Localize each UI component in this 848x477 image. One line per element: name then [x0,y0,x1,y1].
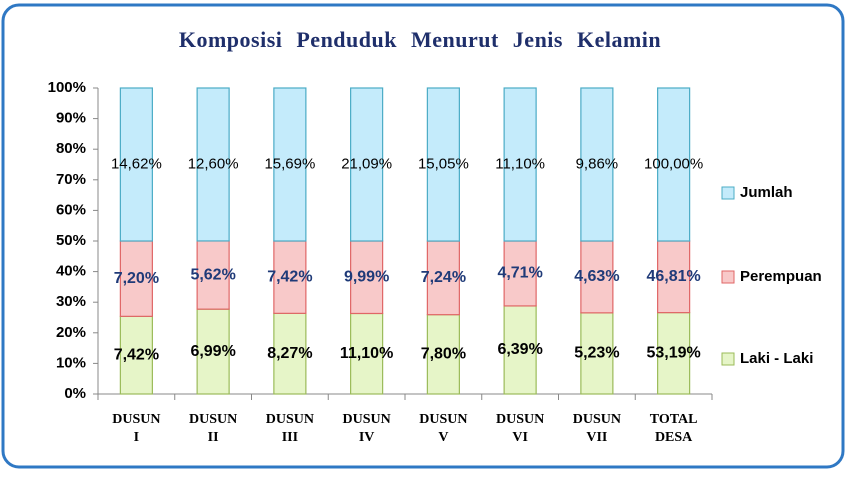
data-label: 5,23% [574,345,619,362]
y-tick-label: 40% [56,263,86,280]
bar-segment [350,87,384,242]
x-tick-label: DUSUN VI [496,412,544,445]
legend-label: Jumlah [740,184,793,201]
data-label: 9,99% [344,268,389,285]
y-tick-label: 100% [48,79,86,96]
x-tick-label: DUSUN V [419,412,467,445]
data-label: 15,05% [418,155,469,172]
x-tick-label: DUSUN III [266,412,314,445]
x-tick-label: DUSUN II [189,412,237,445]
bar-segment [196,240,230,310]
legend-swatch [721,352,735,366]
bar-segment [657,87,691,242]
data-label: 6,39% [497,341,542,358]
data-label: 7,42% [267,268,312,285]
x-tick-label: TOTAL DESA [650,412,698,445]
y-tick-label: 80% [56,140,86,157]
legend-swatch [721,186,735,200]
data-label: 5,62% [190,266,235,283]
bar-segment [426,314,460,395]
bar-segment [580,240,614,314]
x-tick-label: DUSUN I [112,412,160,445]
bar-segment [273,87,307,242]
data-label: 7,24% [421,269,466,286]
data-label: 4,63% [574,268,619,285]
data-label: 7,20% [114,270,159,287]
data-label: 46,81% [646,268,700,285]
data-label: 9,86% [576,155,619,172]
bar-segment [350,312,384,395]
bar-segment [119,87,153,242]
bar-segment [503,87,537,242]
legend-swatch [721,270,735,284]
bar-segment [426,240,460,316]
data-label: 21,09% [341,155,392,172]
bar-segment [657,312,691,395]
y-tick-label: 60% [56,201,86,218]
data-label: 4,71% [497,265,542,282]
legend-label: Perempuan [740,268,822,285]
data-label: 11,10% [495,155,545,172]
y-tick-label: 0% [64,385,86,402]
bar-segment [273,312,307,395]
data-label: 7,80% [421,346,466,363]
data-label: 8,27% [267,345,312,362]
data-label: 6,99% [190,343,235,360]
bar-segment [196,87,230,242]
y-tick-label: 30% [56,293,86,310]
bar-segment [580,87,614,242]
bar-segment [350,240,384,315]
x-tick-label: DUSUN IV [343,412,391,445]
data-label: 7,42% [114,346,159,363]
bar-segment [119,240,153,317]
data-label: 11,10% [340,345,393,362]
data-label: 100,00% [644,155,703,172]
y-tick-label: 50% [56,232,86,249]
y-tick-label: 90% [56,110,86,127]
y-tick-label: 10% [56,354,86,371]
data-label: 12,60% [188,155,239,172]
data-label: 53,19% [646,345,700,362]
y-tick-label: 70% [56,171,86,188]
bar-segment [503,305,537,395]
bar-segment [580,312,614,395]
data-label: 15,69% [264,155,315,172]
bar-segment [196,308,230,395]
y-tick-label: 20% [56,324,86,341]
legend-label: Laki - Laki [740,350,813,367]
chart-title: Komposisi Penduduk Menurut Jenis Kelamin [179,27,661,52]
bar-segment [426,87,460,242]
x-tick-label: DUSUN VII [573,412,621,445]
data-label: 14,62% [111,155,162,172]
